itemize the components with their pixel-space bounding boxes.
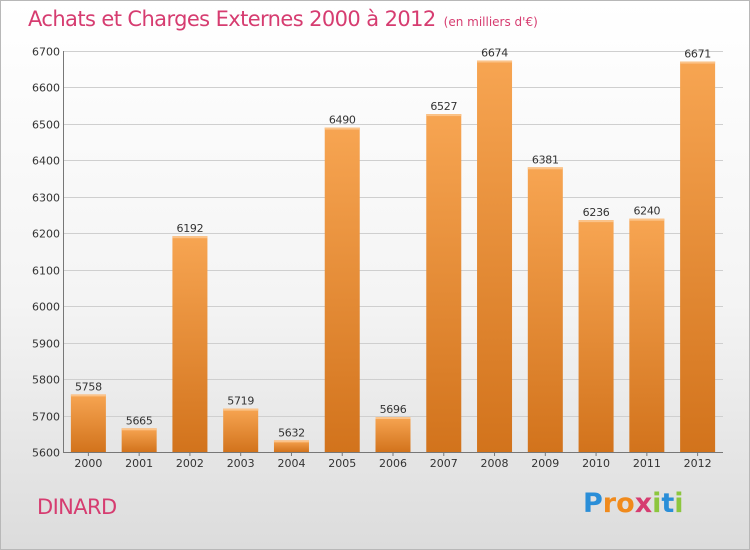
- y-tick-label: 6000: [32, 301, 60, 314]
- bar-highlight: [426, 114, 462, 117]
- chart-title-block: Achats et Charges Externes 2000 à 2012 (e…: [28, 7, 538, 31]
- x-tick-label: 2008: [481, 457, 509, 470]
- y-tick-label: 6300: [32, 192, 60, 205]
- y-tick-label: 5700: [32, 411, 60, 424]
- x-tick-label: 2012: [684, 457, 712, 470]
- y-tick-label: 6700: [32, 46, 60, 59]
- bar: [629, 218, 665, 452]
- x-tick-label: 2002: [176, 457, 204, 470]
- bar-highlight: [527, 167, 563, 170]
- x-tick-label: 2011: [633, 457, 661, 470]
- bar: [121, 428, 157, 452]
- data-label: 6527: [430, 100, 457, 113]
- city-name: DINARD: [37, 495, 117, 519]
- x-tick-label: 2000: [74, 457, 102, 470]
- x-tick-label: 2001: [125, 457, 153, 470]
- bar: [375, 417, 411, 452]
- bar: [578, 220, 614, 452]
- bar-highlight: [375, 417, 411, 420]
- bar-highlight: [477, 60, 513, 63]
- y-tick-label: 6200: [32, 228, 60, 241]
- y-tick-label: 6500: [32, 119, 60, 132]
- chart-unit: (en milliers d'€): [443, 15, 538, 29]
- data-label: 5632: [278, 426, 305, 439]
- bar: [223, 408, 259, 452]
- data-label: 6671: [684, 48, 711, 61]
- data-label: 5719: [227, 395, 254, 408]
- x-tick-label: 2006: [379, 457, 407, 470]
- data-label: 6381: [532, 153, 559, 166]
- bar: [70, 394, 106, 452]
- y-tick-label: 5900: [32, 338, 60, 351]
- labels: 5600 5700 5800 5900 6000 6100 6200 6300 6400 6500…: [32, 46, 712, 471]
- x-tick-label: 2010: [582, 457, 610, 470]
- data-label: 6490: [329, 114, 356, 127]
- bar-highlight: [223, 408, 259, 411]
- bar: [273, 440, 309, 452]
- bar-highlight: [680, 61, 716, 64]
- x-tick-label: 2007: [430, 457, 458, 470]
- bar: [324, 127, 360, 453]
- grid-lines: [63, 51, 723, 453]
- x-tick-label: 2009: [531, 457, 559, 470]
- bar-highlight: [172, 236, 208, 239]
- x-tick-label: 2003: [227, 457, 255, 470]
- bar: [527, 167, 563, 453]
- data-label: 6674: [481, 46, 508, 59]
- y-tick-label: 5800: [32, 374, 60, 387]
- y-tick-label: 5600: [32, 447, 60, 460]
- data-label: 5665: [126, 414, 153, 427]
- chart-title: Achats et Charges Externes 2000 à 2012: [28, 7, 436, 31]
- data-label: 6192: [177, 222, 204, 235]
- bar-highlight: [273, 440, 309, 443]
- y-tick-label: 6400: [32, 155, 60, 168]
- axes: [63, 51, 723, 456]
- data-label: 6236: [583, 206, 610, 219]
- y-tick-label: 6100: [32, 265, 60, 278]
- bar-highlight: [121, 428, 157, 431]
- x-tick-label: 2005: [328, 457, 356, 470]
- bars: [70, 60, 716, 453]
- y-tick-label: 6600: [32, 82, 60, 95]
- data-label: 5696: [380, 403, 407, 416]
- bar: [172, 236, 208, 452]
- proxiti-logo: Proxiti: [583, 488, 684, 519]
- bar: [680, 61, 716, 453]
- data-label: 6240: [633, 205, 660, 218]
- bar: [426, 114, 462, 453]
- x-tick-label: 2004: [277, 457, 305, 470]
- bar-highlight: [324, 127, 360, 130]
- data-label: 5758: [75, 380, 102, 393]
- bar-highlight: [70, 394, 106, 397]
- bar-highlight: [578, 220, 614, 223]
- bar-highlight: [629, 218, 665, 221]
- bar: [477, 60, 513, 452]
